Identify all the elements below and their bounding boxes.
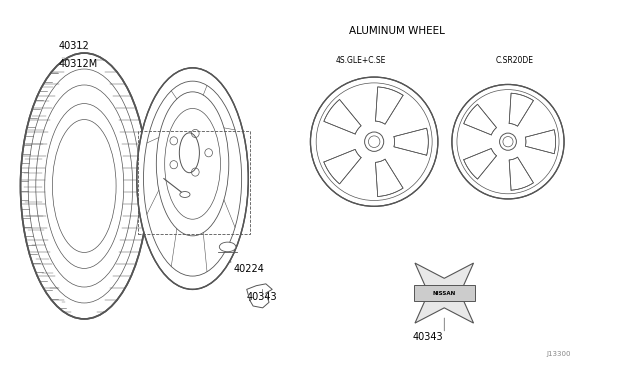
Polygon shape [509, 93, 533, 126]
Text: 40343: 40343 [412, 332, 443, 342]
Ellipse shape [452, 84, 564, 199]
Ellipse shape [310, 77, 438, 206]
Text: NISSAN: NISSAN [433, 291, 456, 296]
Polygon shape [464, 148, 497, 179]
Circle shape [180, 192, 190, 198]
Text: C.SR20DE: C.SR20DE [495, 56, 533, 65]
Text: 40300M: 40300M [183, 115, 222, 125]
Text: 40311: 40311 [147, 159, 177, 169]
Text: 40312M: 40312M [59, 59, 98, 69]
Polygon shape [525, 130, 556, 154]
Text: J13300: J13300 [546, 351, 571, 357]
Polygon shape [394, 128, 428, 155]
Text: 40224: 40224 [234, 264, 265, 274]
Text: 40343: 40343 [246, 292, 277, 302]
Polygon shape [415, 263, 474, 323]
Text: 40312: 40312 [59, 41, 90, 51]
Bar [138, 131, 250, 234]
Polygon shape [376, 87, 403, 124]
Ellipse shape [20, 53, 148, 319]
Polygon shape [376, 159, 403, 196]
Text: 4S.GLE+C.SE: 4S.GLE+C.SE [336, 56, 387, 65]
Polygon shape [324, 99, 361, 134]
Polygon shape [464, 104, 497, 135]
Polygon shape [324, 149, 361, 184]
Text: 40300M: 40300M [349, 148, 388, 158]
Text: ORNAMENT: ORNAMENT [317, 113, 376, 123]
Polygon shape [509, 157, 533, 190]
Circle shape [220, 242, 236, 252]
Text: ALUMINUM WHEEL: ALUMINUM WHEEL [349, 26, 445, 36]
Text: 40300M: 40300M [495, 148, 534, 158]
Ellipse shape [137, 68, 248, 289]
FancyBboxPatch shape [413, 285, 475, 301]
